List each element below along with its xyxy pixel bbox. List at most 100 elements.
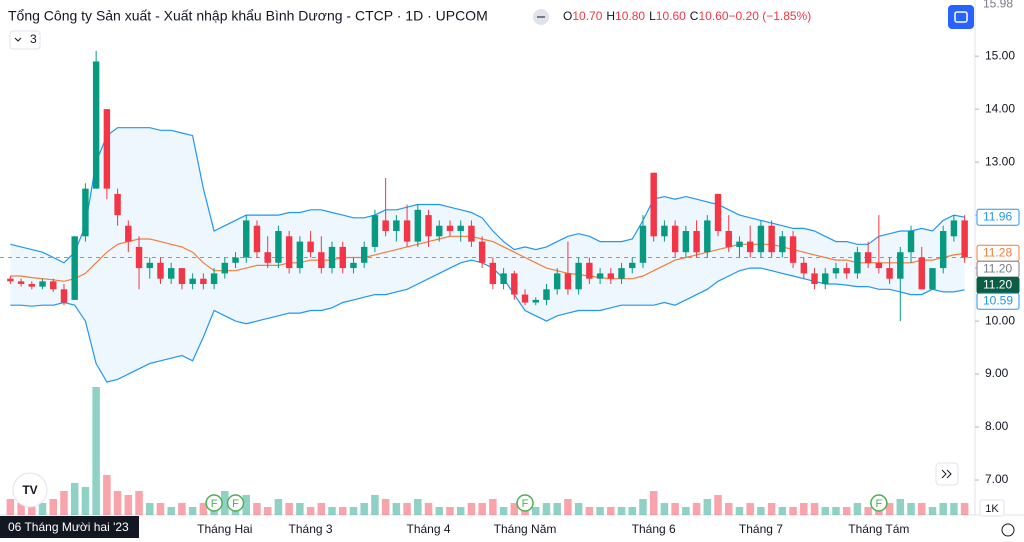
candle-body (264, 252, 271, 263)
candle-body (500, 273, 507, 284)
candle-body (275, 231, 282, 263)
volume-bar (435, 507, 444, 515)
volume-unit: 1K (985, 503, 999, 515)
volume-bar (446, 507, 454, 515)
event-marker[interactable] (516, 494, 534, 512)
volume-bar (789, 507, 797, 515)
tv-logo[interactable] (12, 472, 48, 508)
volume-bar (60, 491, 68, 515)
ohlc-value: 10.80 (615, 9, 645, 23)
candle-body (50, 281, 57, 290)
candle-body (629, 262, 636, 269)
volume-bar (274, 499, 283, 515)
candle-body (564, 273, 572, 290)
volume-bar (628, 507, 637, 515)
volume-bar (199, 503, 208, 515)
candle-body (897, 252, 904, 279)
candle-body (243, 220, 250, 258)
volume-bar (542, 503, 551, 515)
volume-bar (692, 503, 701, 515)
x-tick-label: Tháng 4 (407, 522, 451, 536)
volume-bar (6, 499, 15, 515)
candle-body (371, 215, 379, 247)
ohlc-key: C (690, 9, 699, 23)
event-label: F (875, 498, 882, 510)
volume-bar (950, 503, 958, 515)
volume-bar (81, 487, 90, 515)
x-tick-label: Tháng 6 (632, 522, 676, 536)
volume-bar (510, 503, 519, 515)
volume-bar (392, 503, 401, 515)
volume-bar (489, 499, 497, 515)
volume-bar (821, 507, 830, 515)
candle-body (339, 246, 346, 269)
candle-body (114, 193, 121, 216)
candle-body (511, 273, 518, 295)
candle-body (17, 281, 25, 284)
ohlc-key: O (563, 9, 572, 23)
volume-bar (778, 507, 787, 515)
candle-body (232, 257, 239, 263)
settings-button[interactable] (1001, 523, 1015, 537)
volume-bar (746, 503, 754, 515)
volume-bar (456, 507, 465, 515)
ohlc-key: L (649, 9, 656, 23)
volume-bar (864, 507, 872, 515)
candle-body (671, 225, 679, 253)
event-marker[interactable] (205, 494, 223, 512)
scroll-icon (941, 469, 952, 479)
candle-body (639, 225, 647, 263)
ohlc-value: 10.60 (698, 9, 728, 23)
fullscreen-button[interactable] (948, 5, 974, 29)
candle-body (521, 294, 529, 303)
candle-body (92, 61, 100, 189)
volume-bar (928, 507, 937, 515)
candle-body (103, 109, 111, 189)
volume-bar (499, 507, 508, 515)
indicator-toggle[interactable] (9, 30, 41, 50)
scroll-button[interactable] (935, 462, 959, 486)
price-label-box (976, 292, 1020, 310)
candle-body (307, 241, 314, 253)
y-tick-label: 9.00 (985, 366, 1009, 380)
volume-bar (810, 503, 819, 515)
volume-bar (553, 503, 561, 515)
ohlc-key: H (606, 9, 615, 23)
x-tick-label: Tháng Hai (197, 522, 252, 536)
crosshair-date: 06 Tháng Mười hai '23 (8, 520, 129, 534)
candle-body (864, 252, 872, 263)
volume-bar (596, 507, 604, 515)
candle-body (757, 225, 765, 253)
candle-body (457, 225, 464, 232)
volume-bar (960, 503, 969, 515)
candle-body (71, 236, 78, 300)
volume-bar (349, 507, 358, 515)
ohlc-value: 10.60 (656, 9, 686, 23)
candle-body (650, 172, 657, 237)
y-tick-label: 7.00 (985, 472, 1009, 486)
candle-body (468, 225, 475, 242)
candle-body (811, 273, 818, 284)
candle-body (125, 225, 132, 242)
candle-body (575, 262, 582, 290)
candle-body (800, 262, 808, 274)
volume-bar (617, 507, 626, 515)
y-tick-label: 10.00 (985, 313, 1015, 327)
volume-bar (896, 499, 905, 515)
volume-bar (38, 503, 47, 515)
volume-bar (832, 507, 840, 515)
volume-bar (124, 495, 133, 515)
candle-body (607, 273, 615, 279)
volume-bar (531, 507, 540, 515)
volume-bar (907, 503, 915, 515)
volume-bar (639, 499, 647, 515)
bollinger-lower (10, 259, 965, 383)
event-marker[interactable] (870, 494, 888, 512)
volume-bar (328, 507, 336, 515)
indicator-count: 3 (30, 32, 37, 46)
event-marker[interactable] (226, 494, 245, 512)
volume-bar (757, 507, 765, 515)
candle-body (296, 241, 304, 269)
volume-bar (178, 503, 186, 515)
